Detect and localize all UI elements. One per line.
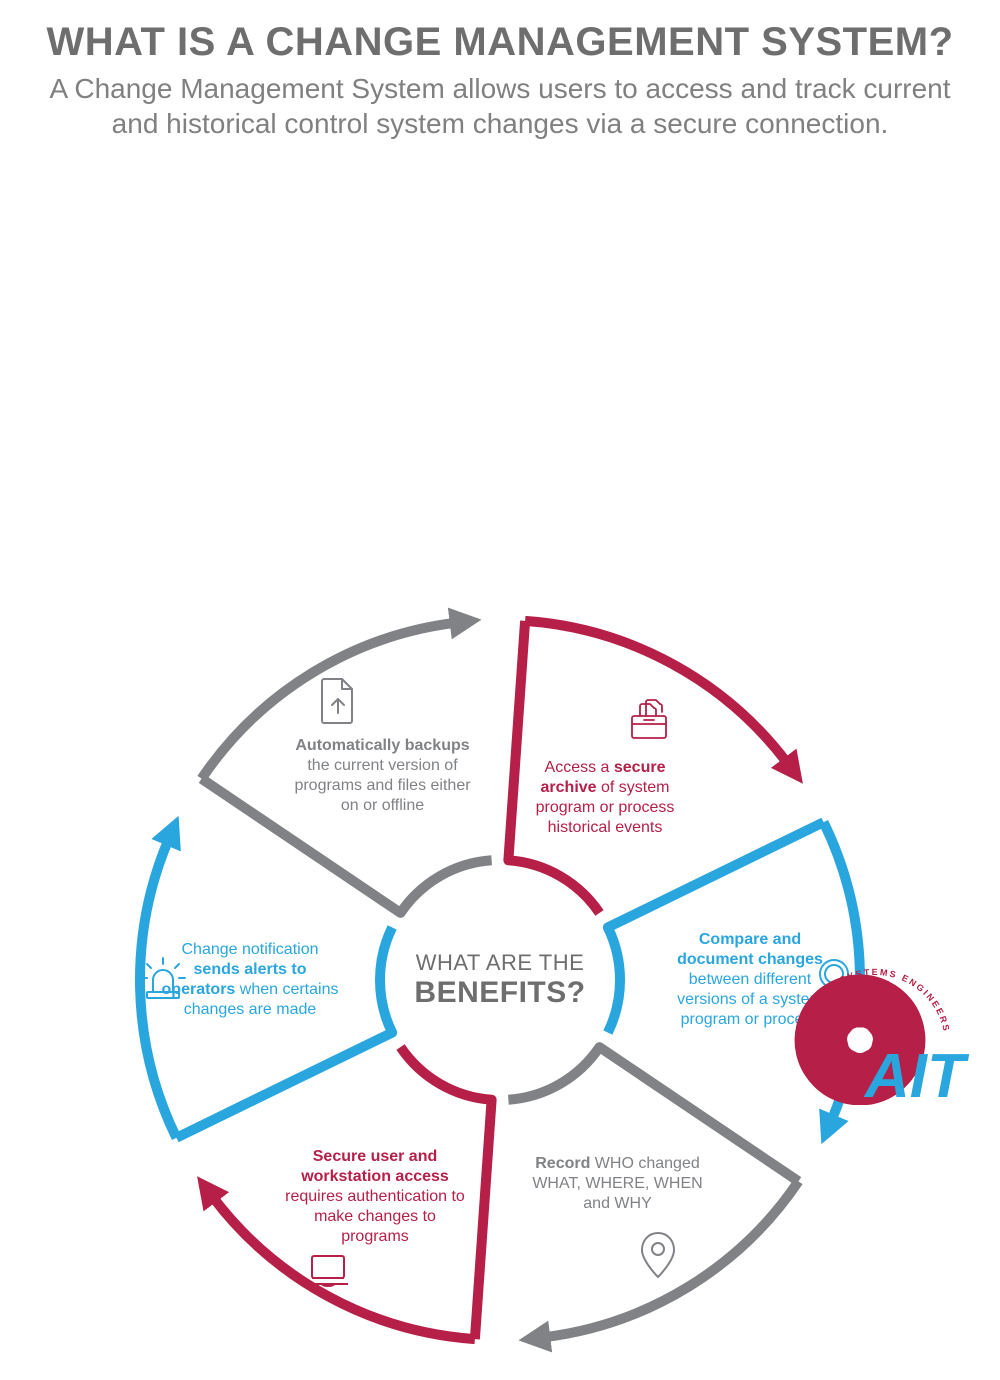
segment-secure-label: Secure user and workstation access requi…	[285, 1147, 465, 1247]
center-line1: WHAT ARE THE	[390, 950, 610, 976]
segment-archive-label: Access a secure archive of system progra…	[515, 758, 695, 838]
archive-icon	[620, 690, 680, 750]
header: WHAT IS A CHANGE MANAGEMENT SYSTEM? A Ch…	[0, 0, 1000, 151]
center-label: WHAT ARE THE BENEFITS?	[390, 950, 610, 1010]
page-subtitle: A Change Management System allows users …	[40, 71, 960, 141]
siren-icon	[135, 950, 195, 1010]
pin-icon	[630, 1227, 690, 1287]
ait-logo: CONTROL SYSTEMS ENGINEERS AIT	[785, 955, 975, 1105]
logo-text: AIT	[863, 1042, 970, 1105]
laptop-icon	[300, 1244, 360, 1304]
upload-icon	[310, 673, 370, 733]
center-line2: BENEFITS?	[390, 976, 610, 1010]
page-title: WHAT IS A CHANGE MANAGEMENT SYSTEM?	[40, 20, 960, 65]
segment-record-label: Record WHO changed WHAT, WHERE, WHEN and…	[528, 1154, 708, 1214]
benefits-wheel: WHAT ARE THE BENEFITS? Access a secure a…	[100, 580, 900, 1380]
segment-backup-label: Automatically backups the current versio…	[293, 736, 473, 816]
